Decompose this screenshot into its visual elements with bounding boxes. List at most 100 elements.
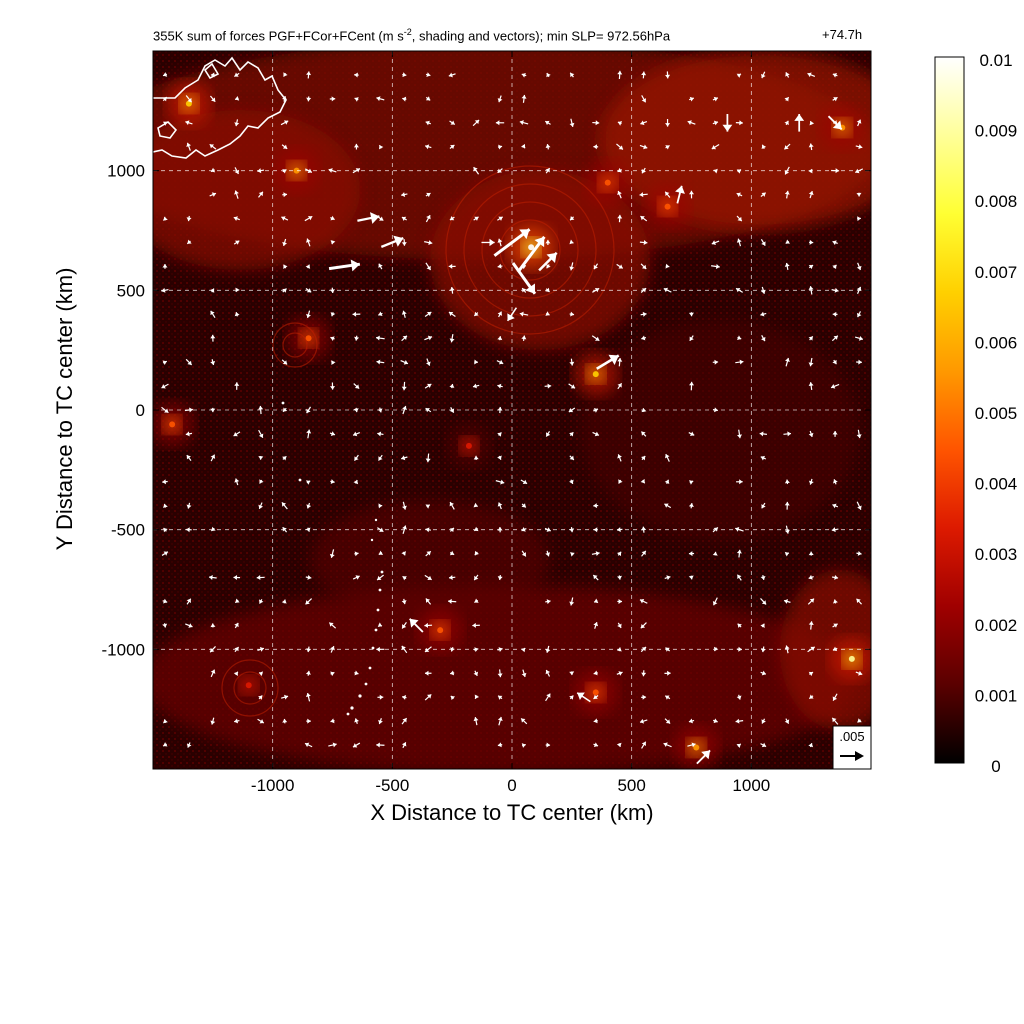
background-vector [688,718,695,724]
background-vector [592,431,600,437]
background-vector [210,526,216,532]
y-tick-label: -500 [111,521,145,540]
x-axis-label: X Distance to TC center (km) [370,800,654,825]
background-vector [665,263,670,269]
background-vector [760,455,767,461]
hotspot [820,105,865,150]
colorbar-scale [934,56,965,764]
background-vector [162,216,168,221]
background-vector [186,239,192,245]
background-vector [497,95,503,103]
background-vector [784,262,790,270]
background-vector [258,429,264,439]
x-tick-label: -500 [375,776,409,795]
background-vector [185,623,193,628]
background-vector [354,97,359,102]
background-vector [352,742,361,748]
background-vector [330,382,336,390]
background-vector [665,118,671,127]
background-vector [617,121,623,126]
background-vector [306,646,312,653]
background-vector [450,646,455,652]
background-vector [521,669,527,678]
background-vector [209,192,217,197]
background-vector [761,334,766,342]
background-vector [688,312,694,317]
background-vector [521,72,527,78]
background-vector [808,742,814,748]
background-vector [354,551,359,557]
background-vector [258,191,264,198]
background-vector [281,216,289,221]
background-vector [210,359,216,366]
background-vector [807,646,816,653]
background-vector [641,526,647,533]
background-vector [831,527,839,533]
background-vector [424,670,432,676]
background-vector [856,501,862,510]
background-vector [496,359,504,365]
background-vector [832,73,838,78]
background-vector [545,645,551,653]
background-vector [521,503,527,508]
background-vector [760,575,766,581]
background-vector [497,144,503,150]
background-vector [591,335,600,342]
background-vector [857,718,862,723]
background-vector [378,144,384,150]
background-vector [353,383,360,390]
background-vector [712,407,719,413]
background-vector [497,695,503,700]
background-vector [689,381,695,391]
background-vector [402,72,407,78]
background-vector [520,479,528,485]
background-vector [760,311,767,317]
background-vector [449,144,455,150]
colorbar: 0.01 0.009 0.008 0.007 0.006 0.005 0.004 0.003 0… [934,51,1017,776]
background-vector [450,695,456,701]
force-vector [380,235,404,248]
background-vector [448,575,456,580]
background-vector [352,168,361,174]
background-vector [592,287,600,293]
background-vector [402,575,407,581]
background-vector [354,335,360,341]
background-vector [665,71,671,79]
background-vector [449,286,455,294]
background-vector [617,454,622,462]
background-vector [281,359,288,365]
background-vector [639,192,648,198]
background-vector [736,169,742,174]
background-vector [712,120,719,126]
background-vector [234,312,240,317]
background-vector [304,215,313,222]
background-vector [282,169,287,174]
background-vector [473,502,478,508]
background-vector [663,287,672,293]
heatmap-field [153,51,871,769]
background-vector [209,95,216,103]
background-vector [378,454,383,461]
background-vector [569,118,575,128]
x-tick-label: 1000 [732,776,770,795]
background-vector [424,622,433,628]
reference-vector-arrowhead [855,751,864,761]
background-vector [569,431,574,437]
background-vector [760,646,766,653]
background-vector [832,430,838,437]
reference-vector-label: .005 [839,729,864,744]
background-vector [591,551,600,556]
background-vector [184,407,193,413]
background-vector [688,431,695,436]
background-vector [162,263,168,269]
background-vector [210,623,216,628]
background-vector [545,239,551,246]
background-vector [832,646,838,652]
background-vector [545,742,551,748]
force-vector [596,354,620,370]
force-vector [675,185,685,204]
background-vector [784,645,790,654]
background-vector [545,550,551,557]
background-vector [425,358,431,366]
background-vector [545,167,551,174]
